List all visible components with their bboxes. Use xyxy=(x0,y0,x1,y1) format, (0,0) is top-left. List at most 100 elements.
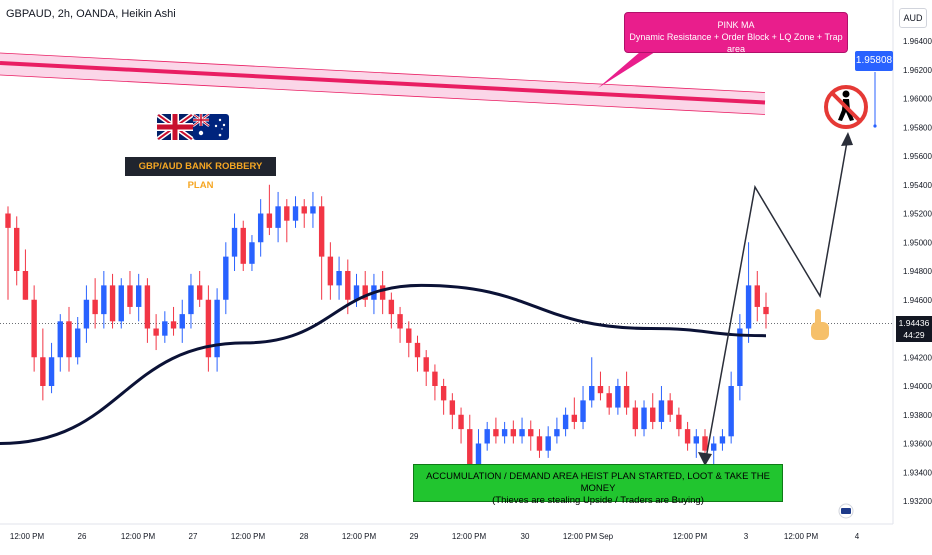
candle-body xyxy=(223,256,229,300)
candle-body xyxy=(467,429,473,473)
candle-body xyxy=(118,285,124,322)
candle-body xyxy=(632,407,639,430)
candle-body xyxy=(109,285,116,322)
candle-body xyxy=(484,429,490,444)
x-tick-label: 12:00 PM xyxy=(784,532,819,541)
no-thief-icon-slash xyxy=(830,91,862,123)
x-tick-label: 12:00 PM xyxy=(10,532,45,541)
y-tick-label: 1.95000 xyxy=(903,238,932,247)
x-tick-label: 12:00 PM xyxy=(673,532,708,541)
y-tick-label: 1.93400 xyxy=(903,468,932,477)
candle-body xyxy=(623,386,630,408)
candle-body xyxy=(240,227,246,264)
candle-body xyxy=(754,285,760,307)
candle-body xyxy=(144,285,151,329)
candle-body xyxy=(676,414,682,430)
x-tick-label: 12:00 PM xyxy=(121,532,156,541)
candle-body xyxy=(728,386,734,437)
candle-body xyxy=(440,386,447,401)
y-tick-label: 1.94800 xyxy=(903,267,932,276)
demand-line-1: ACCUMULATION / DEMAND AREA HEIST PLAN ST… xyxy=(426,471,770,494)
y-tick-label: 1.94200 xyxy=(903,353,932,362)
candle-body xyxy=(641,407,647,430)
candle-body xyxy=(397,314,403,329)
candle-body xyxy=(179,314,185,329)
candle-body xyxy=(66,321,72,358)
x-tick-label: 28 xyxy=(300,532,309,541)
y-tick-label: 1.93200 xyxy=(903,497,932,506)
pink-ma-lower xyxy=(0,74,766,115)
target-price-label: 1.95808 xyxy=(855,51,893,71)
x-tick-label: 26 xyxy=(78,532,87,541)
candle-body xyxy=(310,206,316,214)
y-tick-label: 1.95800 xyxy=(903,123,932,132)
y-tick-label: 1.94600 xyxy=(903,296,932,305)
candle-body xyxy=(562,414,569,430)
candle-body xyxy=(388,299,395,315)
uk-flag-icon xyxy=(157,114,193,140)
candle-body xyxy=(432,371,438,386)
candle-body xyxy=(214,299,220,358)
candle-body xyxy=(510,429,517,437)
candle-body xyxy=(5,213,11,228)
plan-title-box: GBP/AUD BANK ROBBERY PLAN xyxy=(125,157,276,191)
candle-body xyxy=(292,206,299,221)
candle-body xyxy=(188,285,194,315)
candle-body xyxy=(423,357,429,372)
candle-body xyxy=(301,206,307,214)
candle-body xyxy=(449,400,456,415)
candle-body xyxy=(711,443,717,451)
demand-arrowhead xyxy=(698,452,712,466)
pink-ma-annotation: PINK MA Dynamic Resistance + Order Block… xyxy=(624,12,848,54)
candle-body xyxy=(719,436,726,444)
candle-body xyxy=(249,242,255,264)
candle-body xyxy=(414,342,421,358)
candle-body xyxy=(406,328,412,343)
x-tick-label: 4 xyxy=(855,532,860,541)
candle-body xyxy=(40,357,46,386)
candle-body xyxy=(658,400,665,422)
candle-body xyxy=(493,429,499,437)
candle-body xyxy=(327,256,334,286)
candle-body xyxy=(266,213,273,228)
candle-body xyxy=(345,271,351,300)
black-ma-line xyxy=(0,283,767,445)
candle-body xyxy=(763,306,769,315)
pointing-hand-icon xyxy=(811,322,829,340)
candle-body xyxy=(284,206,290,221)
candle-body xyxy=(545,436,551,451)
candle-body xyxy=(75,328,81,358)
candle-body xyxy=(475,443,482,473)
candle-body xyxy=(101,285,107,315)
demand-line-2: (Thieves are stealing Upside / Traders a… xyxy=(492,495,704,506)
candle-body xyxy=(458,414,464,430)
x-tick-label: 30 xyxy=(521,532,530,541)
current-price-value: 1.94436 xyxy=(898,318,930,328)
bar-countdown: 44:29 xyxy=(903,330,925,340)
candle-body xyxy=(48,357,55,386)
no-thief-icon-head xyxy=(842,90,850,98)
candle-body xyxy=(501,429,508,437)
candle-body xyxy=(92,299,98,315)
x-tick-label: 12:00 PM xyxy=(231,532,266,541)
pointing-hand-finger xyxy=(815,309,821,325)
y-tick-label: 1.96400 xyxy=(903,37,932,46)
y-tick-label: 1.95200 xyxy=(903,210,932,219)
y-tick-label: 1.93800 xyxy=(903,411,932,420)
candle-body xyxy=(615,386,621,408)
candle-body xyxy=(127,285,133,307)
projection-arrowhead xyxy=(841,132,853,146)
current-price-label: 1.94436 44:29 xyxy=(896,316,932,342)
candle-body xyxy=(554,429,560,437)
candle-body xyxy=(571,414,578,422)
candle-body xyxy=(745,285,752,329)
currency-button[interactable]: AUD xyxy=(899,8,927,28)
y-tick-label: 1.96000 xyxy=(903,95,932,104)
demand-area-annotation: ACCUMULATION / DEMAND AREA HEIST PLAN ST… xyxy=(413,464,783,506)
candle-body xyxy=(83,299,90,329)
candle-body xyxy=(580,400,586,422)
x-tick-label: 12:00 PM xyxy=(452,532,487,541)
candle-body xyxy=(162,321,168,336)
